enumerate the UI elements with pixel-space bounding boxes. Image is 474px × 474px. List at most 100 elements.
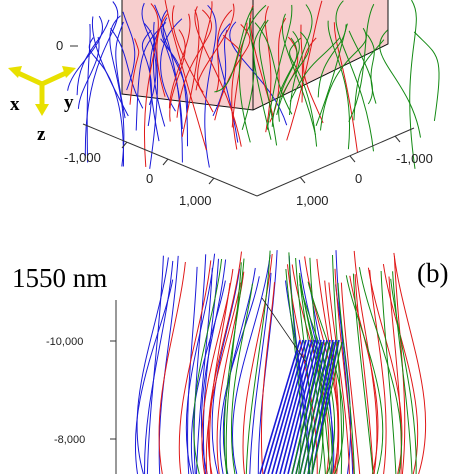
ray-trace-line bbox=[352, 273, 374, 474]
ray-trace-line bbox=[164, 0, 207, 151]
y-tick-label-neg: -1,000 bbox=[396, 151, 433, 166]
y-tick-label-zero: 0 bbox=[355, 171, 362, 186]
ray-trace-line bbox=[276, 31, 310, 116]
ray-trace-line bbox=[109, 15, 125, 167]
ray-trace-line bbox=[169, 29, 186, 122]
ray-trace-line bbox=[229, 21, 288, 126]
y-tick-mark bbox=[349, 155, 356, 163]
guide-line-b bbox=[261, 297, 307, 363]
ray-trace-line bbox=[223, 258, 245, 474]
y-axis-line bbox=[256, 127, 415, 197]
ray-trace-line bbox=[76, 19, 110, 96]
ray-trace-line bbox=[337, 282, 355, 474]
z-tick-label-bottom: -8,000 bbox=[54, 434, 85, 446]
ray-trace-line bbox=[135, 22, 167, 131]
ray-trace-line bbox=[409, 0, 417, 169]
ray-trace-line bbox=[299, 341, 331, 474]
ray-trace-line bbox=[289, 4, 313, 116]
y-tick-mark bbox=[394, 135, 401, 143]
ray-trace-line bbox=[390, 278, 417, 474]
wavelength-label: 1550 nm bbox=[12, 263, 107, 293]
ray-trace-line bbox=[267, 339, 307, 474]
ray-trace-line bbox=[333, 22, 358, 153]
ray-trace-line bbox=[254, 22, 293, 115]
ray-trace-line bbox=[354, 274, 374, 474]
ray-trace-line bbox=[178, 260, 212, 474]
ray-trace-line bbox=[110, 27, 144, 109]
ray-trace-line bbox=[393, 256, 406, 474]
ray-trace-line bbox=[154, 4, 183, 163]
ray-trace-line bbox=[231, 255, 271, 474]
ray-trace-line bbox=[295, 341, 327, 474]
ray-trace-line bbox=[185, 253, 216, 474]
x-axis-line bbox=[82, 123, 258, 197]
ray-trace-line bbox=[136, 257, 169, 474]
ray-trace-line bbox=[187, 266, 198, 474]
ray-trace-line bbox=[201, 268, 234, 474]
ray-trace-line bbox=[144, 260, 174, 474]
ray-trace-line bbox=[307, 341, 339, 474]
ray-trace-line bbox=[196, 267, 213, 474]
ray-trace-line bbox=[260, 282, 275, 474]
ray-trace-line bbox=[193, 258, 223, 474]
ray-trace-line bbox=[88, 37, 124, 167]
ray-trace-line bbox=[160, 9, 183, 130]
x-tick-label-pos: 1,000 bbox=[179, 193, 212, 208]
ray-trace-line bbox=[146, 255, 164, 474]
ray-trace-line bbox=[144, 3, 159, 167]
ray-trace-line bbox=[207, 251, 242, 474]
ray-trace-line bbox=[288, 252, 311, 474]
ray-trace-line bbox=[257, 250, 278, 474]
ray-trace-line bbox=[149, 21, 158, 169]
ray-trace-line bbox=[334, 268, 355, 474]
ray-trace-line bbox=[328, 282, 350, 474]
ray-trace-line bbox=[264, 5, 272, 133]
ray-trace-line bbox=[353, 39, 385, 121]
ray-trace-line bbox=[86, 23, 91, 163]
ray-trace-line bbox=[249, 272, 272, 474]
ray-trace-line bbox=[300, 24, 304, 103]
orientation-arrows-icon bbox=[8, 66, 76, 116]
ray-traces-b bbox=[134, 250, 427, 474]
ray-trace-line bbox=[295, 257, 313, 474]
ray-trace-line bbox=[200, 259, 227, 474]
ray-trace-line bbox=[289, 37, 341, 102]
ray-trace-line bbox=[225, 262, 242, 474]
ray-trace-line bbox=[283, 339, 319, 474]
ray-trace-line bbox=[286, 0, 323, 141]
ray-trace-line bbox=[158, 261, 186, 474]
ray-trace-line bbox=[195, 3, 235, 91]
ray-trace-line bbox=[303, 341, 335, 474]
x-tick-label-zero: 0 bbox=[146, 171, 153, 186]
ray-trace-line bbox=[281, 13, 316, 136]
y-tick-label-pos: 1,000 bbox=[296, 193, 329, 208]
axis-letter-z: z bbox=[37, 124, 46, 145]
ray-trace-line bbox=[77, 36, 100, 109]
x-tick-mark bbox=[162, 158, 169, 166]
ray-trace-line bbox=[348, 30, 373, 105]
ray-trace-line bbox=[214, 7, 254, 93]
ray-trace-line bbox=[176, 9, 213, 118]
ray-trace-line bbox=[194, 6, 242, 147]
axis-letter-x: x bbox=[10, 94, 20, 115]
ray-trace-line bbox=[162, 17, 189, 112]
ray-trace-line bbox=[259, 339, 301, 474]
ray-trace-line bbox=[156, 13, 168, 97]
ray-trace-line bbox=[171, 5, 214, 113]
ray-trace-line bbox=[317, 24, 347, 98]
ray-trace-line bbox=[271, 30, 300, 127]
x-tick-mark bbox=[121, 141, 128, 149]
ray-trace-line bbox=[258, 19, 278, 146]
ray-trace-line bbox=[320, 27, 367, 131]
ray-trace-line bbox=[253, 20, 272, 140]
ray-trace-line bbox=[392, 271, 413, 474]
ray-trace-line bbox=[298, 275, 326, 474]
ray-traces-a bbox=[67, 0, 440, 169]
ray-trace-line bbox=[205, 282, 242, 474]
ray-trace-line bbox=[67, 15, 103, 91]
ray-trace-line bbox=[242, 253, 273, 474]
ray-trace-line bbox=[129, 38, 140, 105]
ray-trace-line bbox=[271, 339, 310, 474]
ray-trace-line bbox=[275, 339, 313, 474]
